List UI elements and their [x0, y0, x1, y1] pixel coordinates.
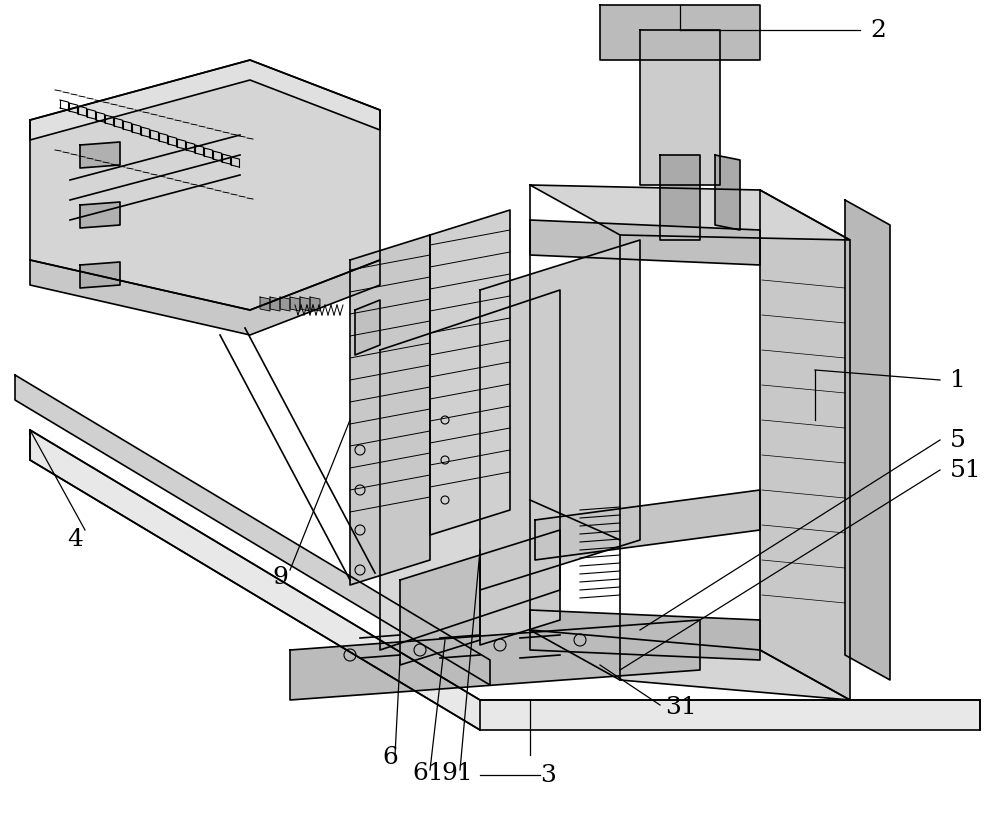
Polygon shape: [530, 185, 850, 240]
Text: 2: 2: [870, 18, 886, 41]
Text: 31: 31: [665, 696, 697, 719]
Polygon shape: [290, 620, 700, 700]
Polygon shape: [600, 5, 760, 60]
Polygon shape: [400, 555, 480, 665]
Polygon shape: [845, 200, 890, 680]
Polygon shape: [715, 155, 740, 230]
Text: 4: 4: [67, 528, 83, 551]
Polygon shape: [760, 190, 850, 700]
Polygon shape: [30, 430, 980, 730]
Polygon shape: [350, 235, 430, 585]
Text: 3: 3: [540, 764, 556, 787]
Text: 1: 1: [950, 369, 966, 392]
Polygon shape: [80, 202, 120, 228]
Text: 9: 9: [272, 566, 288, 589]
Polygon shape: [430, 210, 510, 535]
Polygon shape: [530, 610, 760, 660]
Polygon shape: [80, 142, 120, 168]
Polygon shape: [300, 297, 310, 311]
Text: 91: 91: [441, 761, 473, 784]
Text: 61: 61: [412, 761, 444, 784]
Text: 5: 5: [950, 429, 966, 452]
Polygon shape: [30, 260, 380, 335]
Polygon shape: [530, 220, 760, 265]
Polygon shape: [530, 630, 850, 700]
Polygon shape: [480, 530, 560, 645]
Polygon shape: [80, 262, 120, 288]
Polygon shape: [310, 297, 320, 311]
Text: 6: 6: [382, 746, 398, 770]
Polygon shape: [270, 297, 280, 311]
Polygon shape: [380, 290, 560, 650]
Polygon shape: [280, 297, 290, 311]
Text: 51: 51: [950, 458, 982, 481]
Polygon shape: [355, 300, 380, 355]
Polygon shape: [535, 490, 760, 560]
Polygon shape: [260, 297, 270, 311]
Polygon shape: [290, 297, 300, 311]
Polygon shape: [30, 60, 380, 310]
Polygon shape: [30, 60, 380, 140]
Polygon shape: [640, 30, 720, 185]
Polygon shape: [15, 375, 490, 685]
Polygon shape: [660, 155, 700, 240]
Polygon shape: [480, 240, 640, 590]
